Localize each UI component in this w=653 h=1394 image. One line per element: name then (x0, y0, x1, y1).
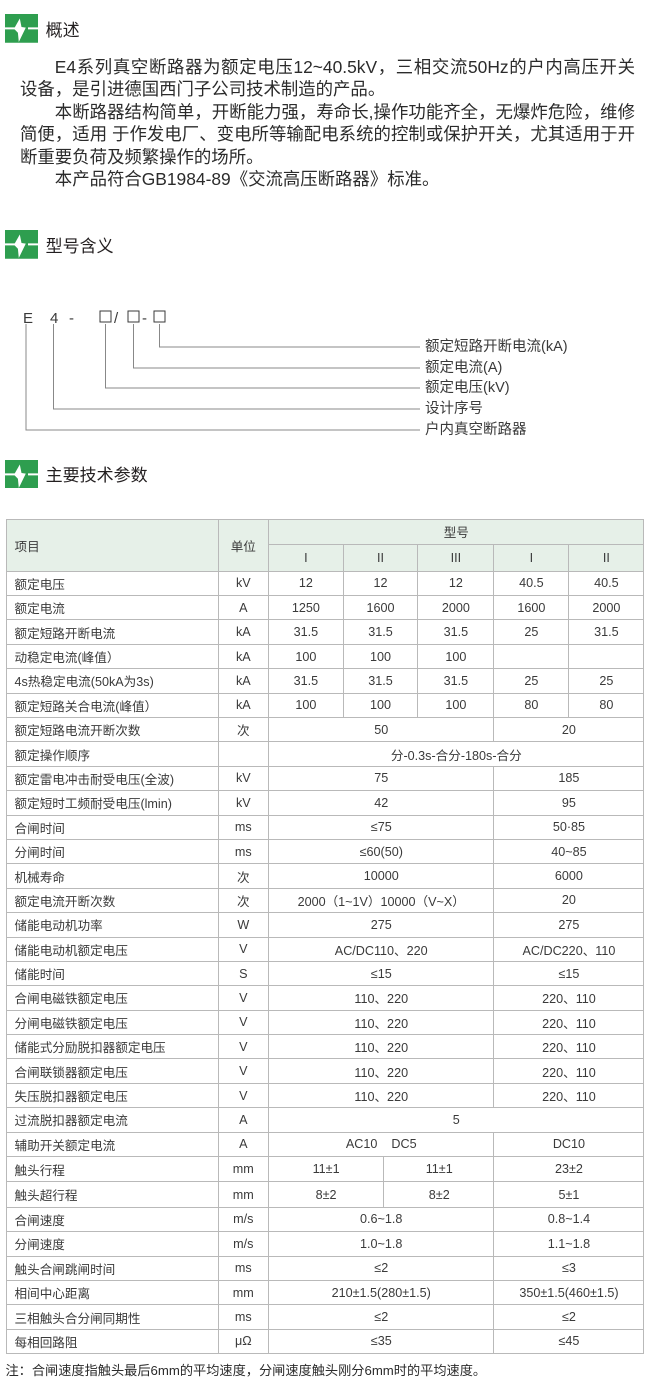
svg-text:-: - (142, 310, 147, 327)
svg-text:E: E (23, 310, 33, 327)
svg-text:额定短路开断电流(kA): 额定短路开断电流(kA) (425, 338, 568, 355)
svg-text:额定电流(A): 额定电流(A) (425, 359, 502, 376)
svg-text:额定电压(kV): 额定电压(kV) (425, 379, 510, 396)
svg-text:设计序号: 设计序号 (425, 400, 483, 417)
svg-text:户内真空断路器: 户内真空断路器 (425, 420, 527, 438)
svg-text:-: - (69, 310, 74, 327)
svg-text:4: 4 (50, 310, 58, 327)
svg-text:/: / (114, 310, 119, 327)
